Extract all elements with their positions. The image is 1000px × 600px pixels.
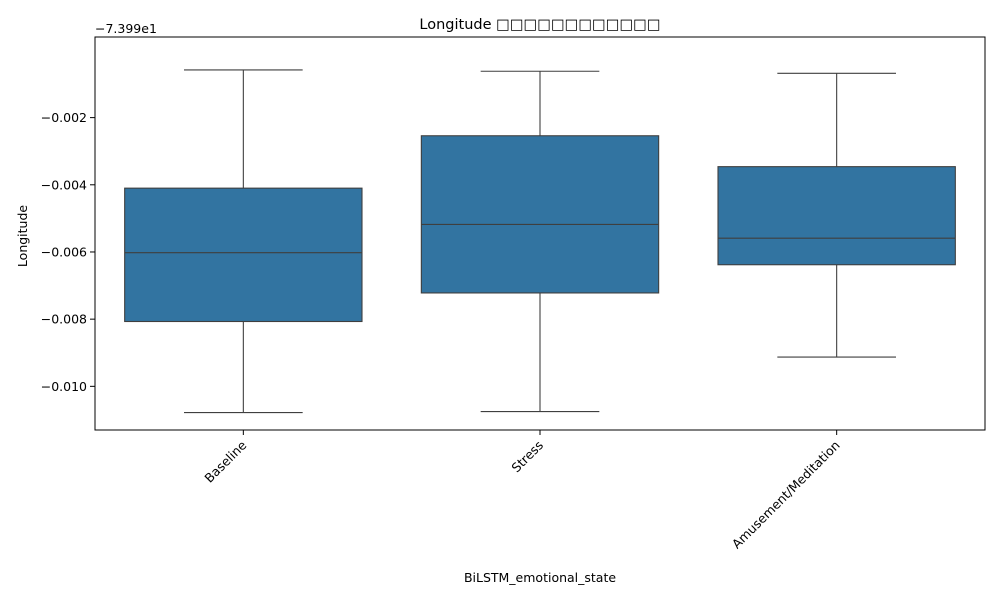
y-tick-label: −0.006	[41, 244, 87, 259]
box-baseline	[124, 187, 363, 323]
y-tick-label: −0.002	[41, 110, 87, 125]
y-axis-offset-label: −7.399e1	[95, 21, 157, 36]
y-tick-label: −0.008	[41, 312, 87, 327]
chart-title: Longitude □□□□□□□□□□□□	[419, 17, 660, 33]
x-axis-label: BiLSTM_emotional_state	[464, 570, 616, 585]
y-tick-label: −0.010	[41, 379, 87, 394]
box-stress	[420, 135, 660, 294]
y-tick-label: −0.004	[41, 177, 87, 192]
plot-frame	[94, 36, 986, 431]
y-axis-label: Longitude	[15, 205, 30, 267]
box-amusement-meditation	[717, 166, 956, 266]
